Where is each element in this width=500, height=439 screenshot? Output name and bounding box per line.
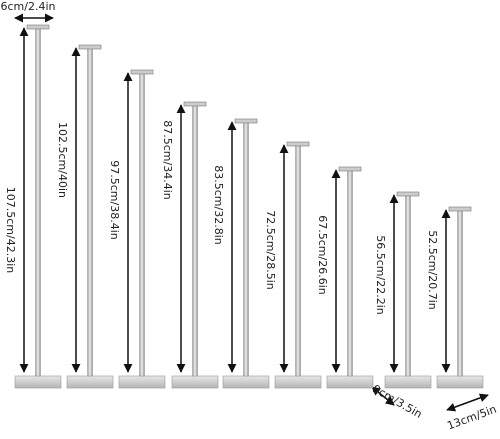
stand-top-plate [78,44,102,50]
height-label: 52.5cm/20.7in [426,230,439,310]
stand-top-plate [234,118,258,124]
stand-base [436,375,484,389]
stand-pole [457,209,463,377]
stand-top-plate [448,206,472,212]
stand-top-plate [286,141,310,147]
stand-base [171,375,219,389]
stand-top-plate [130,69,154,75]
stand-top-plate [396,191,420,197]
stand-top-plate [338,166,362,172]
height-label: 72.5cm/28.5in [264,210,277,290]
height-label: 97.5cm/38.4in [108,160,121,240]
height-label: 102.5cm/40in [56,122,69,198]
stand-top-plate [183,101,207,107]
stand-pole [87,47,93,377]
height-label: 67.5cm/26.6in [316,215,329,295]
stand-base [14,375,62,389]
stand-base [66,375,114,389]
stand-pole [192,104,198,377]
stand-pole [243,121,249,377]
top-dimension-label: 6cm/2.4in [1,0,56,13]
stand-pole [347,169,353,377]
stand-base [222,375,270,389]
height-label: 87.5cm/34.4in [161,120,174,200]
stand-pole [295,144,301,377]
stand-base [326,375,374,389]
height-label: 56.5cm/22.2in [374,235,387,315]
height-label: 83.5cm/32.8in [212,165,225,245]
stand-base [274,375,322,389]
stand-top-plate [26,24,50,30]
stand-base [384,375,432,389]
height-label: 107.5cm/42.3in [4,187,17,274]
stand-pole [35,27,41,377]
stand-base [118,375,166,389]
stand-pole [405,194,411,377]
base-width-arrow [446,393,489,412]
stand-pole [139,72,145,377]
base-depth-arrow [371,386,395,406]
